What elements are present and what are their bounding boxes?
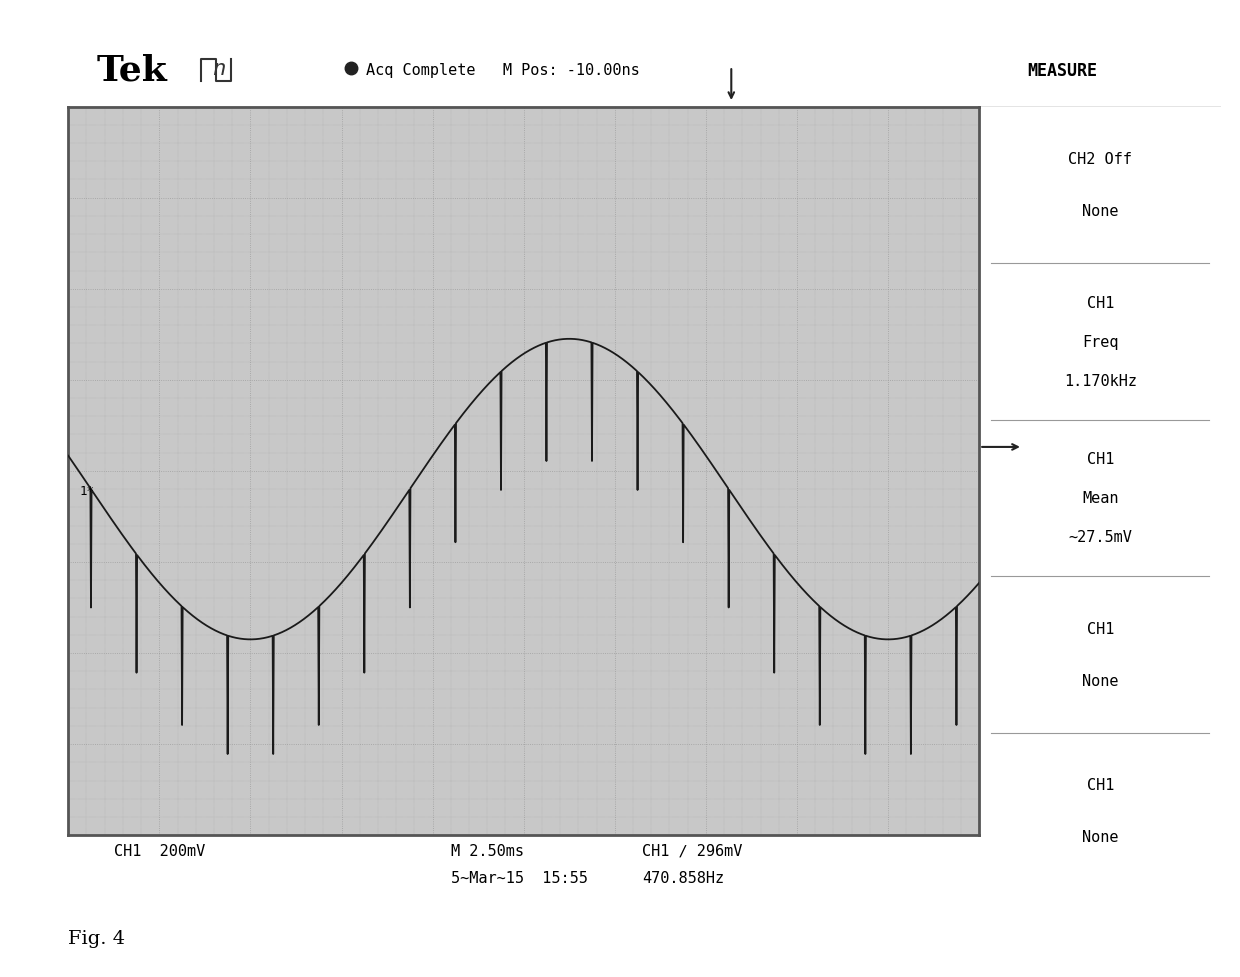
Text: Acq Complete   M Pos: -10.00ns: Acq Complete M Pos: -10.00ns [366, 64, 640, 78]
Text: 1*: 1* [79, 485, 94, 498]
Text: None: None [1083, 673, 1118, 688]
Text: 5~Mar~15  15:55: 5~Mar~15 15:55 [451, 870, 588, 885]
Text: CH1 ∕ 296mV: CH1 ∕ 296mV [642, 843, 743, 858]
Text: MEASURE: MEASURE [1028, 62, 1097, 80]
Text: CH1: CH1 [1086, 295, 1114, 311]
Text: CH2 Off: CH2 Off [1069, 152, 1132, 167]
Text: n: n [212, 60, 226, 79]
Text: 470.858Hz: 470.858Hz [642, 870, 724, 885]
Text: Tek: Tek [97, 54, 167, 88]
Text: Mean: Mean [1083, 490, 1118, 506]
Text: None: None [1083, 829, 1118, 844]
Text: CH1: CH1 [1086, 451, 1114, 467]
Text: Fig. 4: Fig. 4 [68, 929, 125, 947]
Text: None: None [1083, 204, 1118, 219]
Text: CH1: CH1 [1086, 778, 1114, 792]
Text: CH1  200mV: CH1 200mV [114, 843, 205, 858]
Text: M 2.50ms: M 2.50ms [451, 843, 523, 858]
Text: 1.170kHz: 1.170kHz [1064, 373, 1137, 389]
Text: ~27.5mV: ~27.5mV [1069, 530, 1132, 545]
Text: Freq: Freq [1083, 334, 1118, 350]
Text: CH1: CH1 [1086, 621, 1114, 636]
